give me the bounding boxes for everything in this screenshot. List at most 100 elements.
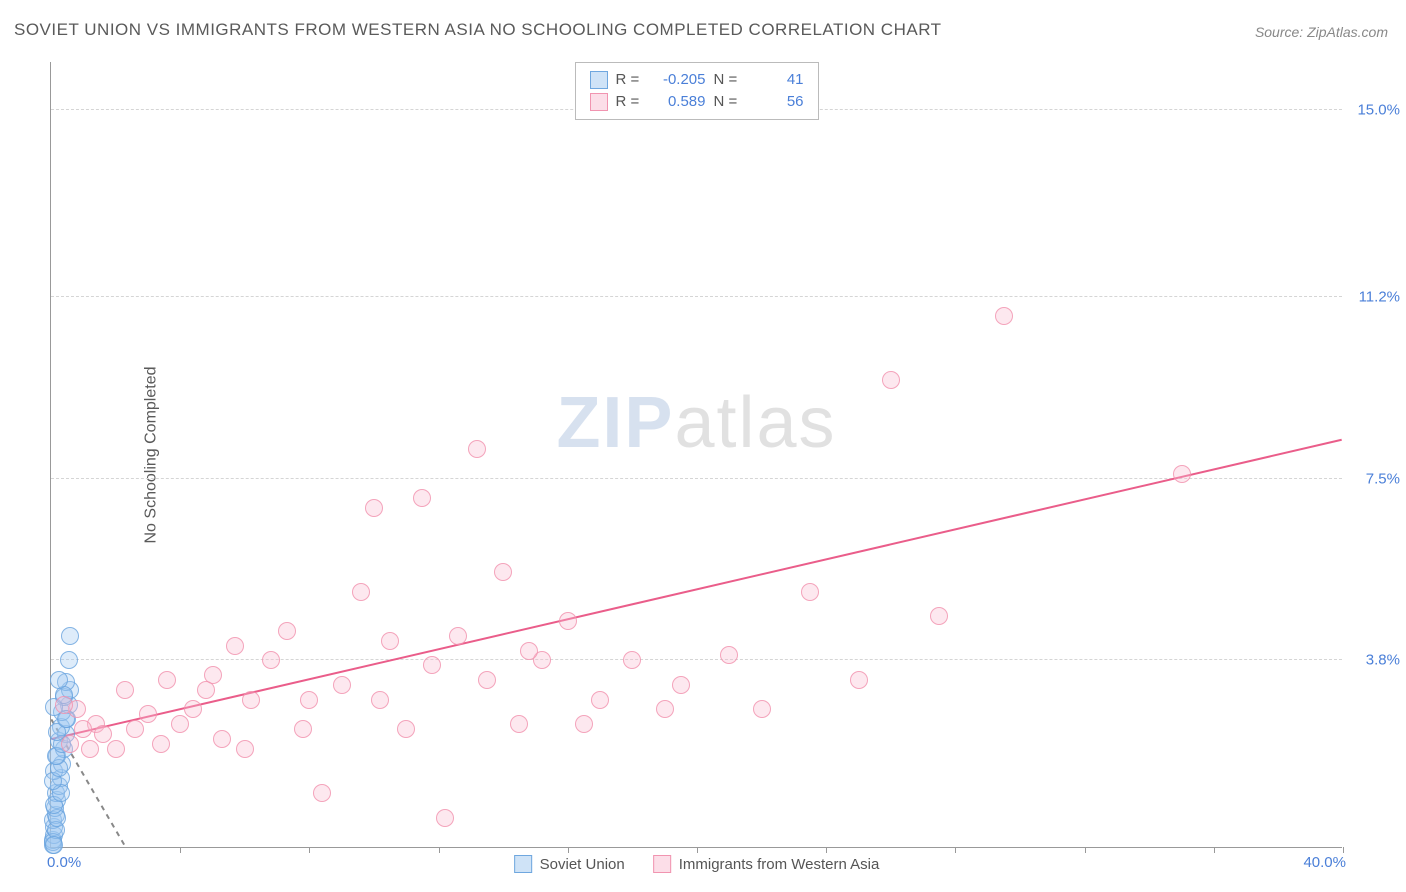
scatter-point [397, 720, 415, 738]
swatch-pink-icon [653, 855, 671, 873]
r-value-soviet: -0.205 [652, 69, 706, 91]
scatter-point [720, 646, 738, 664]
y-axis-label: No Schooling Completed [143, 366, 161, 543]
scatter-point [436, 809, 454, 827]
scatter-point [294, 720, 312, 738]
scatter-point [591, 691, 609, 709]
x-tick [568, 847, 569, 853]
x-max-label: 40.0% [1303, 854, 1346, 871]
scatter-point [381, 632, 399, 650]
scatter-point [61, 627, 79, 645]
scatter-point [352, 583, 370, 601]
scatter-point [468, 440, 486, 458]
scatter-point [801, 583, 819, 601]
x-tick [180, 847, 181, 853]
swatch-blue-icon [590, 71, 608, 89]
info-row-soviet: R = -0.205 N = 41 [590, 69, 804, 91]
scatter-point [171, 715, 189, 733]
scatter-point [623, 651, 641, 669]
scatter-point [197, 681, 215, 699]
x-min-label: 0.0% [47, 854, 81, 871]
scatter-point [313, 784, 331, 802]
scatter-point [50, 671, 68, 689]
scatter-point [333, 676, 351, 694]
legend-label-western-asia: Immigrants from Western Asia [679, 856, 880, 873]
x-tick [1343, 847, 1344, 853]
scatter-point [371, 691, 389, 709]
gridline-h [51, 296, 1342, 297]
scatter-point [423, 656, 441, 674]
scatter-point [226, 637, 244, 655]
y-tick-label: 11.2% [1346, 288, 1400, 305]
scatter-point [449, 627, 467, 645]
watermark-zip: ZIP [556, 383, 674, 463]
scatter-point [882, 371, 900, 389]
scatter-point [365, 499, 383, 517]
legend-label-soviet: Soviet Union [540, 856, 625, 873]
scatter-point [930, 607, 948, 625]
bottom-legend: Soviet Union Immigrants from Western Asi… [514, 855, 880, 873]
scatter-point [262, 651, 280, 669]
scatter-point [575, 715, 593, 733]
trend-lines [51, 62, 1342, 847]
scatter-point [158, 671, 176, 689]
scatter-point [139, 705, 157, 723]
x-tick [309, 847, 310, 853]
scatter-point [213, 730, 231, 748]
x-tick [697, 847, 698, 853]
legend-item-western-asia: Immigrants from Western Asia [653, 855, 880, 873]
x-tick [439, 847, 440, 853]
r-label: R = [616, 69, 644, 91]
plot-area: ZIPatlas No Schooling Completed 3.8%7.5%… [50, 62, 1342, 848]
chart-title: SOVIET UNION VS IMMIGRANTS FROM WESTERN … [14, 20, 942, 40]
scatter-point [126, 720, 144, 738]
scatter-point [510, 715, 528, 733]
scatter-point [1173, 465, 1191, 483]
scatter-point [278, 622, 296, 640]
scatter-point [995, 307, 1013, 325]
scatter-point [61, 735, 79, 753]
gridline-h [51, 659, 1342, 660]
watermark: ZIPatlas [556, 382, 836, 464]
scatter-point [236, 740, 254, 758]
y-tick-label: 3.8% [1346, 652, 1400, 669]
scatter-point [753, 700, 771, 718]
y-tick-label: 15.0% [1346, 102, 1400, 119]
correlation-info-box: R = -0.205 N = 41 R = 0.589 N = 56 [575, 62, 819, 120]
legend-item-soviet: Soviet Union [514, 855, 625, 873]
scatter-point [152, 735, 170, 753]
swatch-pink-icon [590, 93, 608, 111]
scatter-point [656, 700, 674, 718]
n-label: N = [714, 91, 742, 113]
scatter-point [242, 691, 260, 709]
info-row-western-asia: R = 0.589 N = 56 [590, 91, 804, 113]
scatter-point [559, 612, 577, 630]
scatter-point [60, 651, 78, 669]
y-tick-label: 7.5% [1346, 470, 1400, 487]
n-value-soviet: 41 [750, 69, 804, 91]
gridline-h [51, 478, 1342, 479]
x-tick [1085, 847, 1086, 853]
scatter-point [413, 489, 431, 507]
source-attribution: Source: ZipAtlas.com [1255, 24, 1388, 40]
scatter-point [300, 691, 318, 709]
r-value-western-asia: 0.589 [652, 91, 706, 113]
scatter-point [45, 836, 63, 854]
scatter-point [81, 740, 99, 758]
x-tick [955, 847, 956, 853]
scatter-point [107, 740, 125, 758]
scatter-point [184, 700, 202, 718]
n-label: N = [714, 69, 742, 91]
scatter-point [478, 671, 496, 689]
watermark-atlas: atlas [674, 383, 836, 463]
scatter-point [850, 671, 868, 689]
x-tick [826, 847, 827, 853]
scatter-point [494, 563, 512, 581]
scatter-point [74, 720, 92, 738]
x-tick [1214, 847, 1215, 853]
r-label: R = [616, 91, 644, 113]
scatter-point [94, 725, 112, 743]
scatter-point [520, 642, 538, 660]
scatter-point [55, 696, 73, 714]
scatter-point [116, 681, 134, 699]
